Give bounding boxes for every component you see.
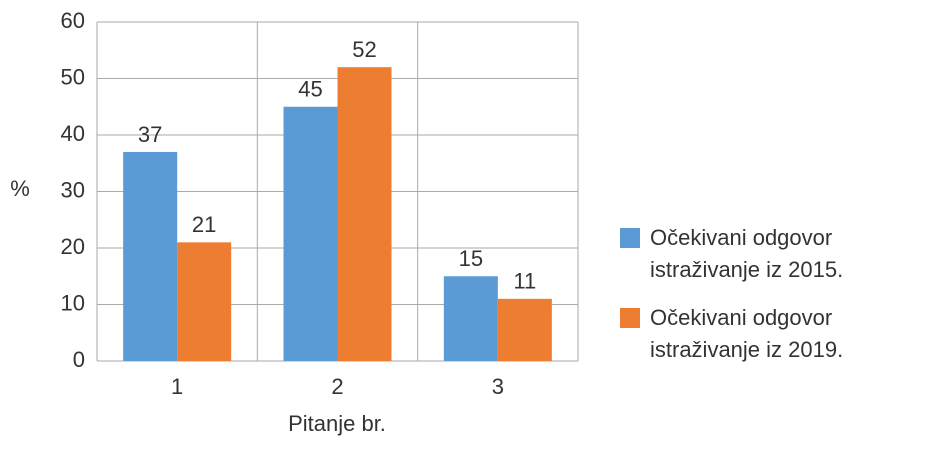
- data-label: 52: [352, 37, 376, 62]
- data-label: 11: [513, 269, 536, 294]
- bar: [283, 106, 338, 361]
- data-label: 45: [298, 77, 322, 102]
- data-label: 15: [459, 246, 483, 271]
- y-tick-label: 10: [61, 290, 85, 315]
- legend-swatch: [620, 308, 640, 328]
- x-tick-label: 1: [171, 374, 183, 399]
- y-tick-label: 60: [61, 8, 85, 33]
- x-axis-label: Pitanje br.: [288, 411, 386, 436]
- bar: [443, 276, 498, 361]
- data-label: 37: [138, 122, 162, 147]
- y-tick-label: 50: [61, 64, 85, 89]
- bar: [337, 67, 392, 361]
- data-label: 21: [192, 212, 216, 237]
- legend-item: Očekivani odgovor istraživanje iz 2019.: [620, 302, 920, 366]
- y-tick-label: 20: [61, 234, 85, 259]
- legend-label: Očekivani odgovor istraživanje iz 2015.: [650, 225, 844, 282]
- legend-label: Očekivani odgovor istraživanje iz 2019.: [650, 305, 844, 362]
- y-tick-label: 40: [61, 121, 85, 146]
- legend: Očekivani odgovor istraživanje iz 2015. O…: [620, 222, 920, 382]
- legend-swatch: [620, 228, 640, 248]
- bar: [123, 151, 178, 361]
- x-tick-label: 2: [331, 374, 343, 399]
- y-axis-label: %: [10, 176, 30, 201]
- bar: [497, 298, 552, 361]
- x-tick-label: 3: [492, 374, 504, 399]
- legend-item: Očekivani odgovor istraživanje iz 2015.: [620, 222, 920, 286]
- y-tick-label: 0: [73, 347, 85, 372]
- y-tick-label: 30: [61, 177, 85, 202]
- bar: [177, 242, 232, 361]
